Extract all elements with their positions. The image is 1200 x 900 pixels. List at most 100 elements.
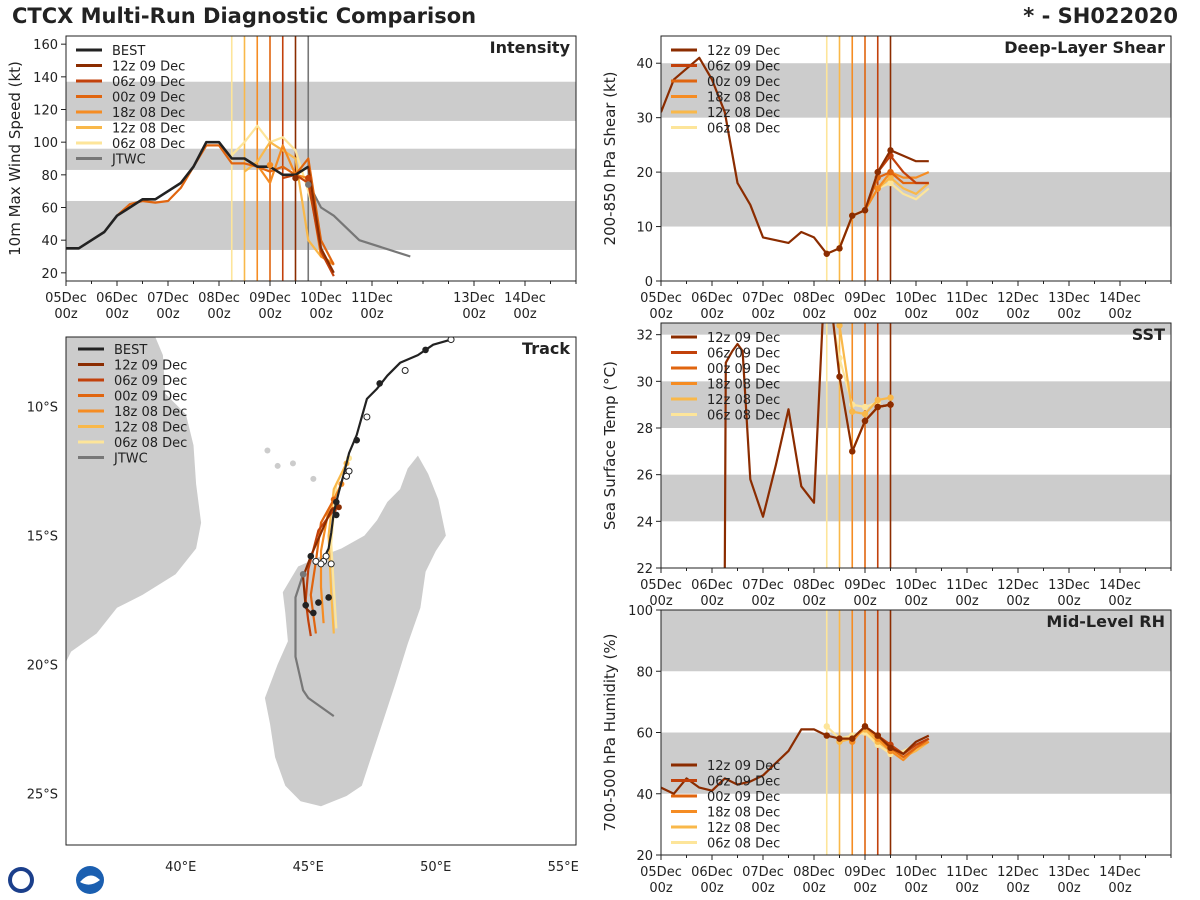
y-tick-label: 80 <box>41 169 58 184</box>
legend-label: 06z 09 Dec <box>114 374 187 389</box>
data-point <box>887 174 894 181</box>
legend-label: 12z 09 Dec <box>112 60 185 75</box>
y-tick-label: 30 <box>636 112 653 127</box>
best-track-point <box>317 560 325 568</box>
jtwc-track-point <box>299 570 307 578</box>
best-track-point <box>353 436 361 444</box>
series-line-06z-09-dec <box>876 154 929 185</box>
x-tick-label-hour: 00z <box>904 594 928 609</box>
data-point <box>861 403 869 411</box>
x-tick-label: 13Dec <box>1048 578 1090 593</box>
data-point <box>861 410 869 418</box>
x-tick-label: 05Dec <box>640 291 682 306</box>
x-tick-label-hour: 00z <box>258 307 282 322</box>
x-tick-label-hour: 00z <box>751 881 775 896</box>
page-title: CTCX Multi-Run Diagnostic Comparison <box>12 4 477 28</box>
plot-frame <box>65 336 577 846</box>
best-track-point <box>325 594 332 601</box>
legend-label: JTWC <box>111 153 146 168</box>
legend-label: 00z 09 Dec <box>707 362 780 377</box>
data-point <box>874 396 881 404</box>
x-tick-label-hour: 00z <box>802 307 826 322</box>
data-point <box>836 373 843 380</box>
legend-label: 06z 08 Dec <box>707 122 780 137</box>
x-tick-label-hour: 00z <box>955 881 979 896</box>
x-tick-label: 10Dec <box>300 291 342 306</box>
series-group <box>661 56 930 257</box>
legend-label: 18z 08 Dec <box>112 106 185 121</box>
data-point <box>849 735 856 742</box>
lon-label: 55°E <box>548 860 579 875</box>
best-track-point <box>376 380 383 387</box>
lat-label: 25°S <box>27 787 58 802</box>
legend-label: 12z 09 Dec <box>707 331 780 346</box>
panel-title: Mid-Level RH <box>1046 612 1165 631</box>
data-point <box>861 417 869 425</box>
x-tick-label-hour: 00z <box>649 307 673 322</box>
legend-label: 06z 08 Dec <box>707 409 780 424</box>
x-tick-label-hour: 00z <box>1108 881 1132 896</box>
best-track-point <box>307 552 315 560</box>
band <box>661 323 1171 335</box>
landmass-group <box>66 337 446 807</box>
data-point <box>887 147 894 154</box>
best-track-point <box>422 346 429 354</box>
data-point <box>823 250 830 257</box>
series-group <box>66 124 411 277</box>
x-tick-label-hour: 00z <box>1006 594 1030 609</box>
best-track-point <box>343 472 350 480</box>
data-point <box>874 168 881 176</box>
y-axis-label: Sea Surface Temp (°C) <box>601 361 619 530</box>
y-tick-label: 80 <box>636 665 653 680</box>
x-tick-label-hour: 00z <box>462 307 486 322</box>
band <box>661 63 1171 118</box>
x-tick-label-hour: 00z <box>853 881 877 896</box>
x-tick-label-hour: 00z <box>105 307 129 322</box>
best-track-point <box>447 337 455 344</box>
x-tick-label: 11Dec <box>946 865 988 880</box>
data-point <box>849 212 856 219</box>
madagascar-landmass <box>264 455 446 807</box>
x-tick-label: 08Dec <box>793 291 835 306</box>
x-tick-label-hour: 00z <box>156 307 180 322</box>
panel-title: Intensity <box>490 38 571 57</box>
x-tick-label: 13Dec <box>1048 865 1090 880</box>
panel-title: Track <box>522 339 570 358</box>
y-tick-label: 60 <box>636 727 653 742</box>
best-track-point <box>363 413 371 421</box>
x-tick-label-hour: 00z <box>802 881 826 896</box>
data-point <box>874 732 881 739</box>
x-tick-label: 12Dec <box>997 291 1039 306</box>
x-tick-label-hour: 00z <box>955 594 979 609</box>
track-line-00z-09-dec <box>309 498 335 634</box>
x-tick-label: 06Dec <box>691 578 733 593</box>
best-track-point <box>333 498 340 506</box>
x-tick-label: 10Dec <box>895 578 937 593</box>
island <box>289 460 296 467</box>
x-tick-label: 06Dec <box>691 865 733 880</box>
legend-label: 18z 08 Dec <box>707 91 780 106</box>
x-tick-label: 06Dec <box>96 291 138 306</box>
legend-label: 06z 08 Dec <box>707 837 780 852</box>
y-tick-label: 160 <box>33 38 58 53</box>
legend-label: 12z 08 Dec <box>707 106 780 121</box>
panel-rh: 2040608010005Dec00z06Dec00z07Dec00z08Dec… <box>601 604 1172 896</box>
storm-id: * - SH022020 <box>1023 4 1178 28</box>
band <box>661 474 1171 522</box>
x-tick-label-hour: 00z <box>1006 881 1030 896</box>
x-tick-label-hour: 00z <box>700 881 724 896</box>
y-tick-label: 10 <box>636 221 653 236</box>
legend-label: BEST <box>112 44 145 59</box>
data-point <box>861 207 869 214</box>
legend-label: 12z 08 Dec <box>114 421 187 436</box>
track-line-jtwc <box>294 573 335 717</box>
data-point <box>823 723 830 730</box>
x-tick-label: 08Dec <box>793 865 835 880</box>
y-tick-label: 22 <box>636 562 653 577</box>
y-tick-label: 100 <box>33 136 58 151</box>
best-track-point <box>401 367 409 375</box>
legend-label: 12z 08 Dec <box>707 393 780 408</box>
y-tick-label: 40 <box>41 234 58 249</box>
legend-label: 18z 08 Dec <box>707 806 780 821</box>
y-tick-label: 20 <box>636 166 653 181</box>
